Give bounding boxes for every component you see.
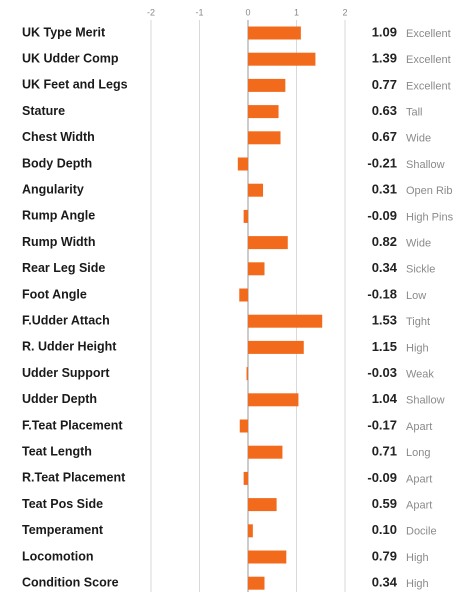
value-label: 1.09 <box>372 24 397 39</box>
value-label: -0.09 <box>367 470 397 485</box>
bar <box>237 157 248 171</box>
rating-label: Apart <box>406 421 432 433</box>
rating-label: Shallow <box>406 395 445 407</box>
rating-label: Weak <box>406 369 434 381</box>
bar <box>243 209 248 223</box>
rating-label: Excellent <box>406 54 451 66</box>
rating-label: Tight <box>406 316 430 328</box>
x-tick-label: 1 <box>294 7 299 17</box>
value-label: -0.18 <box>367 286 397 301</box>
bar <box>248 105 279 119</box>
x-tick-label: -1 <box>195 7 203 17</box>
category-label: R. Udder Height <box>22 340 117 354</box>
bar <box>248 52 316 66</box>
x-tick-label: -2 <box>147 7 155 17</box>
rating-label: Apart <box>406 500 432 512</box>
category-label: Stature <box>22 104 65 118</box>
category-label: F.Udder Attach <box>22 313 110 327</box>
category-label: UK Udder Comp <box>22 51 119 65</box>
rating-label: Low <box>406 290 426 302</box>
value-label: 0.34 <box>372 260 398 275</box>
category-label: Condition Score <box>22 575 119 589</box>
value-label: 0.63 <box>372 103 397 118</box>
bar <box>248 576 265 590</box>
rating-label: Docile <box>406 526 437 538</box>
bar <box>248 498 277 512</box>
category-label: Rump Angle <box>22 209 95 223</box>
category-label: Temperament <box>22 523 104 537</box>
value-label: -0.03 <box>367 365 397 380</box>
value-label: 0.82 <box>372 234 397 249</box>
bar <box>248 393 299 407</box>
rating-label: Open Rib <box>406 185 452 197</box>
value-label: 0.79 <box>372 548 397 563</box>
value-label: 1.53 <box>372 313 397 328</box>
rating-label: Sickle <box>406 264 435 276</box>
category-label: UK Type Merit <box>22 25 106 39</box>
bar <box>248 183 264 197</box>
rating-label: Apart <box>406 473 432 485</box>
value-label: 0.10 <box>372 522 397 537</box>
bar <box>248 524 253 538</box>
bar <box>248 78 286 92</box>
bar <box>246 367 248 381</box>
category-label: Rear Leg Side <box>22 261 105 275</box>
value-label: -0.09 <box>367 208 397 223</box>
value-label: 1.04 <box>372 391 398 406</box>
value-label: 1.15 <box>372 339 397 354</box>
x-tick-label: 2 <box>342 7 347 17</box>
category-label: F.Teat Placement <box>22 418 123 432</box>
value-label: 0.77 <box>372 77 397 92</box>
value-label: 0.31 <box>372 182 397 197</box>
bar <box>248 236 288 250</box>
value-label: -0.21 <box>367 155 397 170</box>
bar <box>239 288 248 302</box>
bar <box>248 314 323 328</box>
rating-label: High Pins <box>406 211 454 223</box>
category-label: Teat Pos Side <box>22 497 103 511</box>
bar <box>248 445 283 459</box>
rating-label: High <box>406 552 429 564</box>
bar <box>248 131 281 145</box>
category-label: UK Feet and Legs <box>22 78 128 92</box>
bar <box>248 262 265 276</box>
rating-label: Shallow <box>406 159 445 171</box>
rating-label: High <box>406 578 429 590</box>
rating-label: Tall <box>406 107 423 119</box>
category-label: R.Teat Placement <box>22 471 126 485</box>
value-label: 0.71 <box>372 444 397 459</box>
rating-label: Wide <box>406 238 431 250</box>
category-label: Locomotion <box>22 549 94 563</box>
value-label: 0.59 <box>372 496 397 511</box>
category-label: Rump Width <box>22 235 95 249</box>
category-label: Teat Length <box>22 444 92 458</box>
rating-label: Long <box>406 447 430 459</box>
category-label: Chest Width <box>22 130 95 144</box>
value-label: 0.34 <box>372 575 398 590</box>
bar <box>248 26 301 40</box>
bar <box>248 340 304 354</box>
value-label: 0.67 <box>372 129 397 144</box>
category-label: Udder Depth <box>22 392 97 406</box>
rating-label: Wide <box>406 133 431 145</box>
category-label: Udder Support <box>22 366 110 380</box>
category-label: Foot Angle <box>22 287 87 301</box>
x-tick-label: 0 <box>245 7 250 17</box>
category-label: Angularity <box>22 182 84 196</box>
category-label: Body Depth <box>22 156 92 170</box>
rating-label: High <box>406 342 429 354</box>
bar <box>243 471 248 485</box>
rating-label: Excellent <box>406 28 451 40</box>
bar <box>239 419 248 433</box>
rating-label: Excellent <box>406 80 451 92</box>
value-label: -0.17 <box>367 417 397 432</box>
value-label: 1.39 <box>372 51 397 66</box>
bar <box>248 550 287 564</box>
